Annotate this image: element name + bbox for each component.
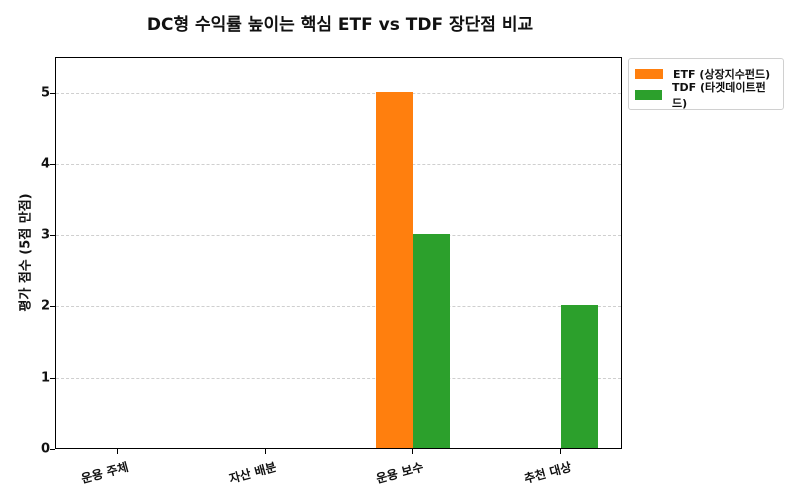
x-tick-label: 운용 보수 <box>374 459 425 486</box>
x-tick-mark <box>264 449 266 454</box>
legend-label: TDF (타겟데이트펀드) <box>672 80 766 110</box>
y-tick-mark <box>50 306 55 308</box>
y-tick-mark <box>50 449 55 450</box>
bar <box>413 234 450 448</box>
legend-swatch <box>635 68 663 79</box>
y-tick-mark <box>50 163 55 165</box>
x-tick-label: 운용 주체 <box>79 459 130 486</box>
y-tick-label: 2 <box>40 298 50 314</box>
y-tick-label: 4 <box>40 156 50 172</box>
x-tick-label: 추천 대상 <box>522 459 573 486</box>
legend-item: TDF (타겟데이트펀드) <box>635 81 777 110</box>
y-tick-mark <box>50 377 55 379</box>
bar <box>560 305 598 448</box>
gridline <box>56 92 621 94</box>
gridline <box>56 377 621 379</box>
x-tick-mark <box>559 449 561 454</box>
x-tick-label: 자산 배분 <box>227 459 278 486</box>
legend-item: ETF (상장지수펀드) <box>635 63 777 84</box>
y-axis-label: 평가 점수 (5점 만점) <box>18 193 34 312</box>
y-tick-mark <box>50 235 55 237</box>
gridline <box>56 235 621 237</box>
legend-label: ETF (상장지수펀드) <box>673 67 771 81</box>
y-tick-label: 3 <box>40 227 50 243</box>
legend: ETF (상장지수펀드) TDF (타겟데이트펀드) <box>628 58 784 110</box>
plot-area <box>55 57 622 449</box>
x-tick-mark <box>412 449 413 454</box>
y-tick-label: 1 <box>40 370 50 386</box>
y-tick-label: 0 <box>40 441 50 457</box>
x-tick-mark <box>117 449 118 454</box>
gridline <box>56 306 621 308</box>
bar <box>376 91 413 448</box>
chart-title: DC형 수익률 높이는 핵심 ETF vs TDF 장단점 비교 <box>146 15 534 35</box>
legend-swatch <box>635 89 662 100</box>
y-tick-label: 5 <box>40 85 50 101</box>
gridline <box>56 163 621 165</box>
y-tick-mark <box>50 92 55 94</box>
